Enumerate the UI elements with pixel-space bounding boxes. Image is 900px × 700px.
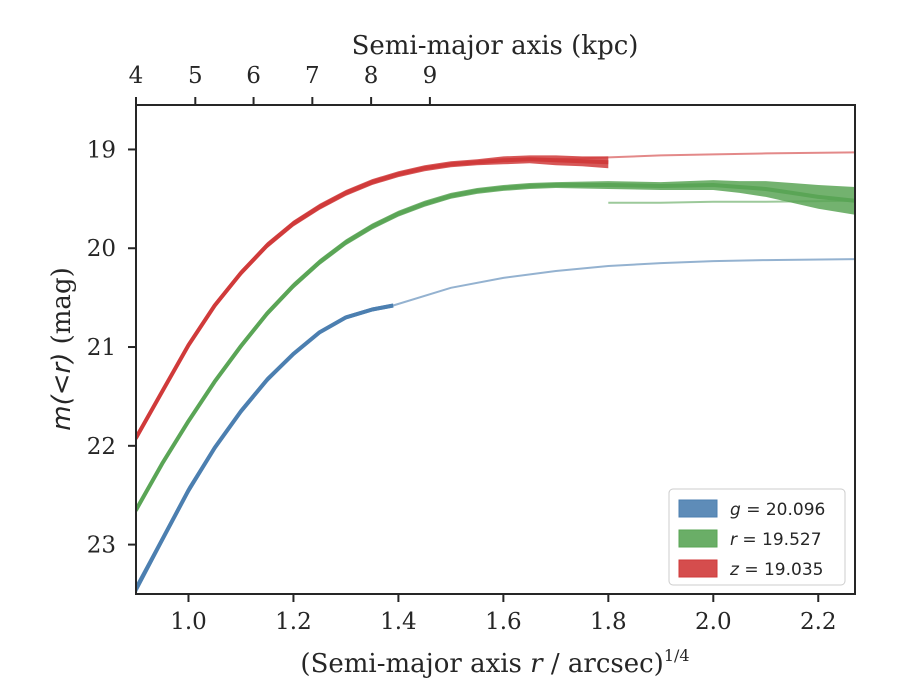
x-tick-label: 1.2 (275, 609, 312, 635)
x-axis-title-post: / arcsec) (543, 649, 664, 679)
y-tick-label: 23 (87, 533, 116, 559)
legend-value: = 19.527 (737, 530, 822, 550)
x-tick-label: 2.2 (800, 609, 837, 635)
legend-var: z (729, 560, 740, 580)
y-tick-label: 21 (87, 335, 116, 361)
x-axis-title-pre: (Semi-major axis (300, 649, 530, 679)
legend-var: r (730, 530, 738, 550)
x-axis-title-var: r (530, 649, 544, 679)
legend-label-r: r = 19.527 (730, 530, 822, 550)
x-tick-label: 1.0 (170, 609, 207, 635)
x-tick-label: 1.6 (485, 609, 522, 635)
legend-var: g (730, 500, 741, 520)
series-layer (136, 151, 855, 594)
legend-swatch-g (678, 499, 718, 518)
x-axis-top: 4 5 6 7 8 9 (129, 63, 438, 105)
top-tick-label: 8 (364, 63, 379, 89)
top-tick-label: 7 (305, 63, 320, 89)
x-axis-title-exponent: 1/4 (664, 646, 690, 665)
legend-swatch-r (678, 529, 718, 548)
plot-frame (135, 104, 856, 595)
legend-label-z: z = 19.035 (729, 560, 823, 580)
z-band-profile-line (136, 157, 609, 439)
g-band-profile-line (136, 303, 394, 591)
top-tick-label: 5 (188, 63, 203, 89)
top-tick-label: 6 (246, 63, 261, 89)
y-axis-title: m(<r) (mag) (47, 267, 77, 430)
top-tick-label: 4 (129, 63, 144, 89)
x-tick-label: 1.4 (380, 609, 417, 635)
top-tick-label: 9 (423, 63, 438, 89)
legend-value: = 19.035 (739, 560, 824, 580)
legend-label-g: g = 20.096 (730, 500, 825, 520)
x-axis-title: (Semi-major axis r / arcsec)1/4 (300, 646, 689, 679)
r-band-profile-line (136, 183, 855, 511)
y-tick-label: 19 (87, 137, 116, 163)
x-tick-label: 2.0 (695, 609, 732, 635)
g-band-model-curve (392, 258, 855, 307)
top-axis-title: Semi-major axis (kpc) (352, 31, 639, 61)
y-axis-title-math: m(<r) (47, 353, 77, 431)
legend-value: = 20.096 (741, 500, 826, 520)
x-tick-label: 1.8 (590, 609, 627, 635)
legend-swatch-z (678, 559, 718, 578)
x-axis-bottom: 1.0 1.2 1.4 1.6 1.8 2.0 2.2 (170, 594, 837, 635)
y-tick-label: 20 (87, 236, 116, 262)
y-axis-left: 19 20 21 22 23 (87, 137, 136, 559)
y-tick-label: 22 (87, 434, 116, 460)
y-axis-title-unit: (mag) (47, 267, 77, 352)
